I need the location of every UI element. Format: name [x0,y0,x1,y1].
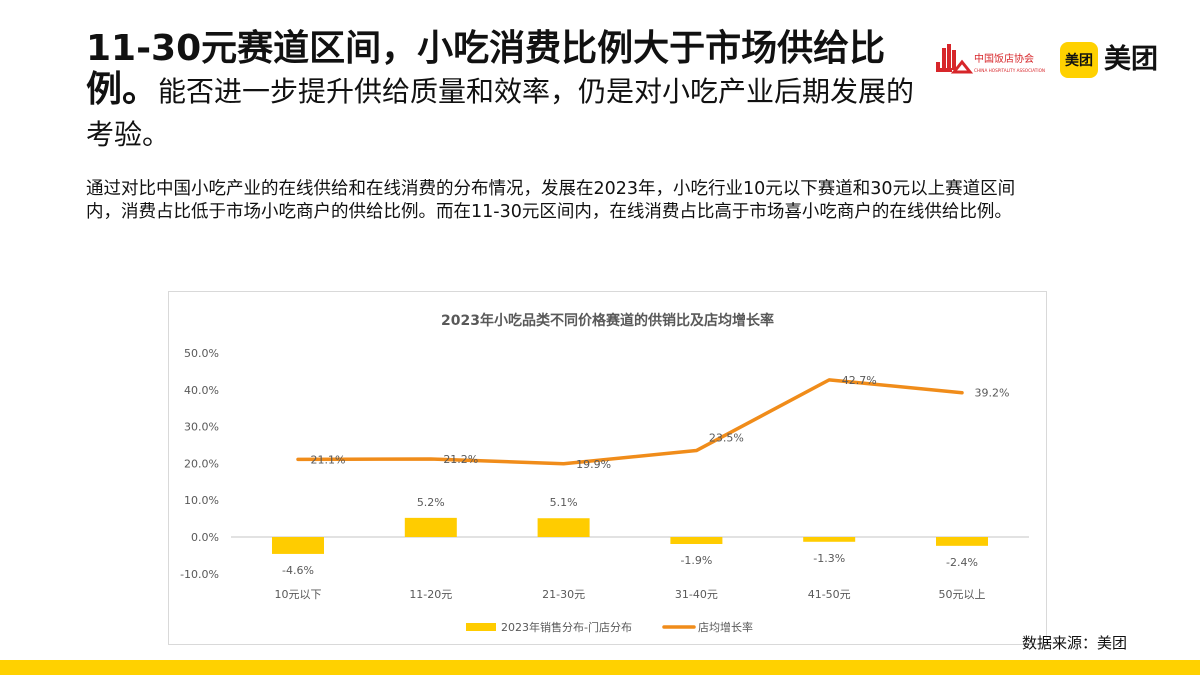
description-paragraph: 通过对比中国小吃产业的在线供给和在线消费的分布情况，发展在2023年，小吃行业1… [86,179,1016,222]
data-source: 数据来源：美团 [1022,634,1128,652]
bar-3 [670,537,723,544]
bar-data-label: -1.3% [813,552,845,565]
bar-data-label: -2.4% [946,556,978,569]
bar-0 [272,537,324,554]
meituan-wordmark: 美团 [1104,44,1158,75]
x-tick-label: 11-20元 [409,588,452,601]
bar-data-label: -1.9% [680,554,712,567]
y-tick-label: 20.0% [184,457,219,470]
bar-data-label: -4.6% [282,564,314,577]
y-tick-label: 40.0% [184,384,219,397]
line-data-label: 39.2% [975,387,1010,400]
bar-data-label: 5.1% [550,496,578,509]
x-tick-label: 21-30元 [542,588,585,601]
svg-text:中国饭店协会: 中国饭店协会 [974,52,1034,65]
chart-title: 2023年小吃品类不同价格赛道的供销比及店均增长率 [441,313,774,329]
x-tick-label: 41-50元 [808,588,851,601]
line-data-label: 21.1% [311,453,346,466]
bar-1 [404,517,457,537]
china-hospitality-association-logo-icon: 中国饭店协会 CHINA HOSPITALITY ASSOCIATION [936,44,1045,74]
line-data-label: 21.2% [443,453,478,466]
y-tick-label: -10.0% [180,568,219,581]
x-tick-label: 50元以上 [939,588,986,601]
legend-bar-swatch [466,623,496,631]
combo-chart: 50.0% 40.0% 30.0% 20.0% 10.0% 0.0% -10.0% -4.6%… [180,347,1029,634]
headline-light: 能否进一步提升供给质量和效率，仍是对小吃产业后期发展的考验。 [86,75,915,151]
chart-container: 2023年小吃品类不同价格赛道的供销比及店均增长率 50.0% 40.0% 30.0… [168,291,1047,645]
bar-2 [537,518,590,537]
legend-bar-label: 2023年销售分布-门店分布 [501,620,632,634]
bar-5 [936,537,988,546]
y-tick-label: 0.0% [191,531,219,544]
bar-4 [803,537,856,542]
logo-group: 中国饭店协会 CHINA HOSPITALITY ASSOCIATION 美团 … [930,40,1175,80]
headline-bold: 11-30元赛道区间，小吃消费比例大于市场供给比例。 [86,28,886,110]
bottom-brand-band [0,660,1200,675]
y-tick-label: 10.0% [184,494,219,507]
y-tick-label: 30.0% [184,421,219,434]
line-data-label: 19.9% [576,458,611,471]
bar-data-label: 5.2% [417,496,445,509]
legend-line-label: 店均增长率 [698,620,753,634]
x-tick-label: 31-40元 [675,588,718,601]
growth-rate-line [296,378,964,466]
line-data-label: 23.5% [709,432,744,445]
headline: 11-30元赛道区间，小吃消费比例大于市场供给比例。能否进一步提升供给质量和效率… [86,28,926,155]
y-tick-label: 50.0% [184,347,219,360]
meituan-app-icon: 美团 [1060,42,1098,78]
x-tick-label: 10元以下 [275,588,322,601]
svg-text:CHINA HOSPITALITY ASSOCIATION: CHINA HOSPITALITY ASSOCIATION [974,68,1045,73]
line-data-label: 42.7% [842,374,877,387]
